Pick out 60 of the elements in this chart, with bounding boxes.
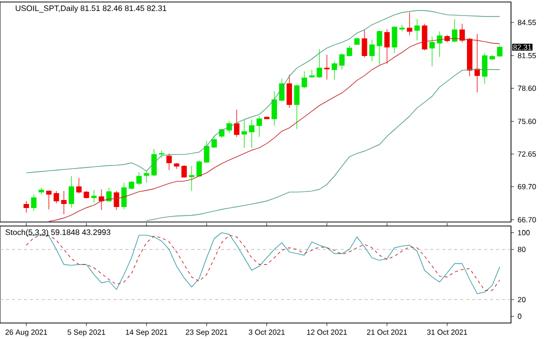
candlestick	[76, 177, 82, 194]
candlestick	[272, 91, 277, 126]
candlestick	[31, 194, 37, 212]
candlestick	[346, 45, 352, 57]
candlestick	[136, 172, 142, 186]
candlestick	[279, 78, 285, 102]
candlestick	[196, 160, 202, 176]
candlestick	[121, 182, 127, 210]
candlestick	[362, 29, 368, 58]
candlestick	[249, 119, 254, 148]
candlestick	[234, 109, 240, 138]
candlestick	[166, 153, 172, 170]
candlestick	[286, 74, 292, 108]
candlestick	[204, 140, 210, 164]
candlestick	[497, 45, 502, 58]
candlestick	[174, 162, 180, 170]
candlestick	[466, 38, 472, 77]
candlestick	[490, 54, 495, 60]
candlestick	[376, 30, 382, 65]
candlestick	[242, 119, 247, 148]
candlestick	[68, 176, 74, 208]
candlestick	[98, 189, 104, 210]
candlestick	[392, 26, 398, 54]
candlestick	[211, 136, 217, 148]
candlestick	[436, 31, 442, 58]
candlestick	[422, 23, 428, 51]
candlestick	[332, 61, 338, 80]
candlestick	[354, 37, 360, 46]
candlestick	[429, 36, 435, 67]
candlestick	[339, 52, 345, 70]
candlestick	[151, 148, 157, 176]
candlestick	[46, 190, 52, 210]
candlestick	[406, 12, 412, 36]
candlestick	[181, 164, 187, 178]
candlestick	[114, 190, 120, 210]
candlestick	[144, 170, 150, 184]
candlestick	[324, 54, 330, 80]
candlestick	[256, 116, 262, 138]
candlestick	[316, 48, 322, 78]
candlestick	[24, 200, 30, 214]
candlestick	[54, 190, 60, 204]
candlestick	[414, 18, 420, 41]
candlestick	[91, 190, 97, 203]
candlestick	[188, 166, 194, 192]
candlestick	[452, 18, 458, 43]
candlestick	[61, 190, 67, 215]
candlestick	[302, 71, 308, 88]
candlestick	[369, 39, 375, 62]
candlestick	[106, 187, 112, 202]
candlestick	[482, 52, 488, 84]
candlestick	[459, 23, 465, 43]
candlestick	[309, 69, 315, 78]
candlestick	[384, 28, 390, 64]
candlestick	[264, 116, 270, 120]
candlestick	[84, 190, 90, 199]
candlestick	[128, 180, 134, 190]
candlestick	[158, 150, 164, 158]
candlestick	[294, 84, 300, 130]
candlestick	[399, 24, 405, 32]
candlestick	[38, 187, 44, 195]
